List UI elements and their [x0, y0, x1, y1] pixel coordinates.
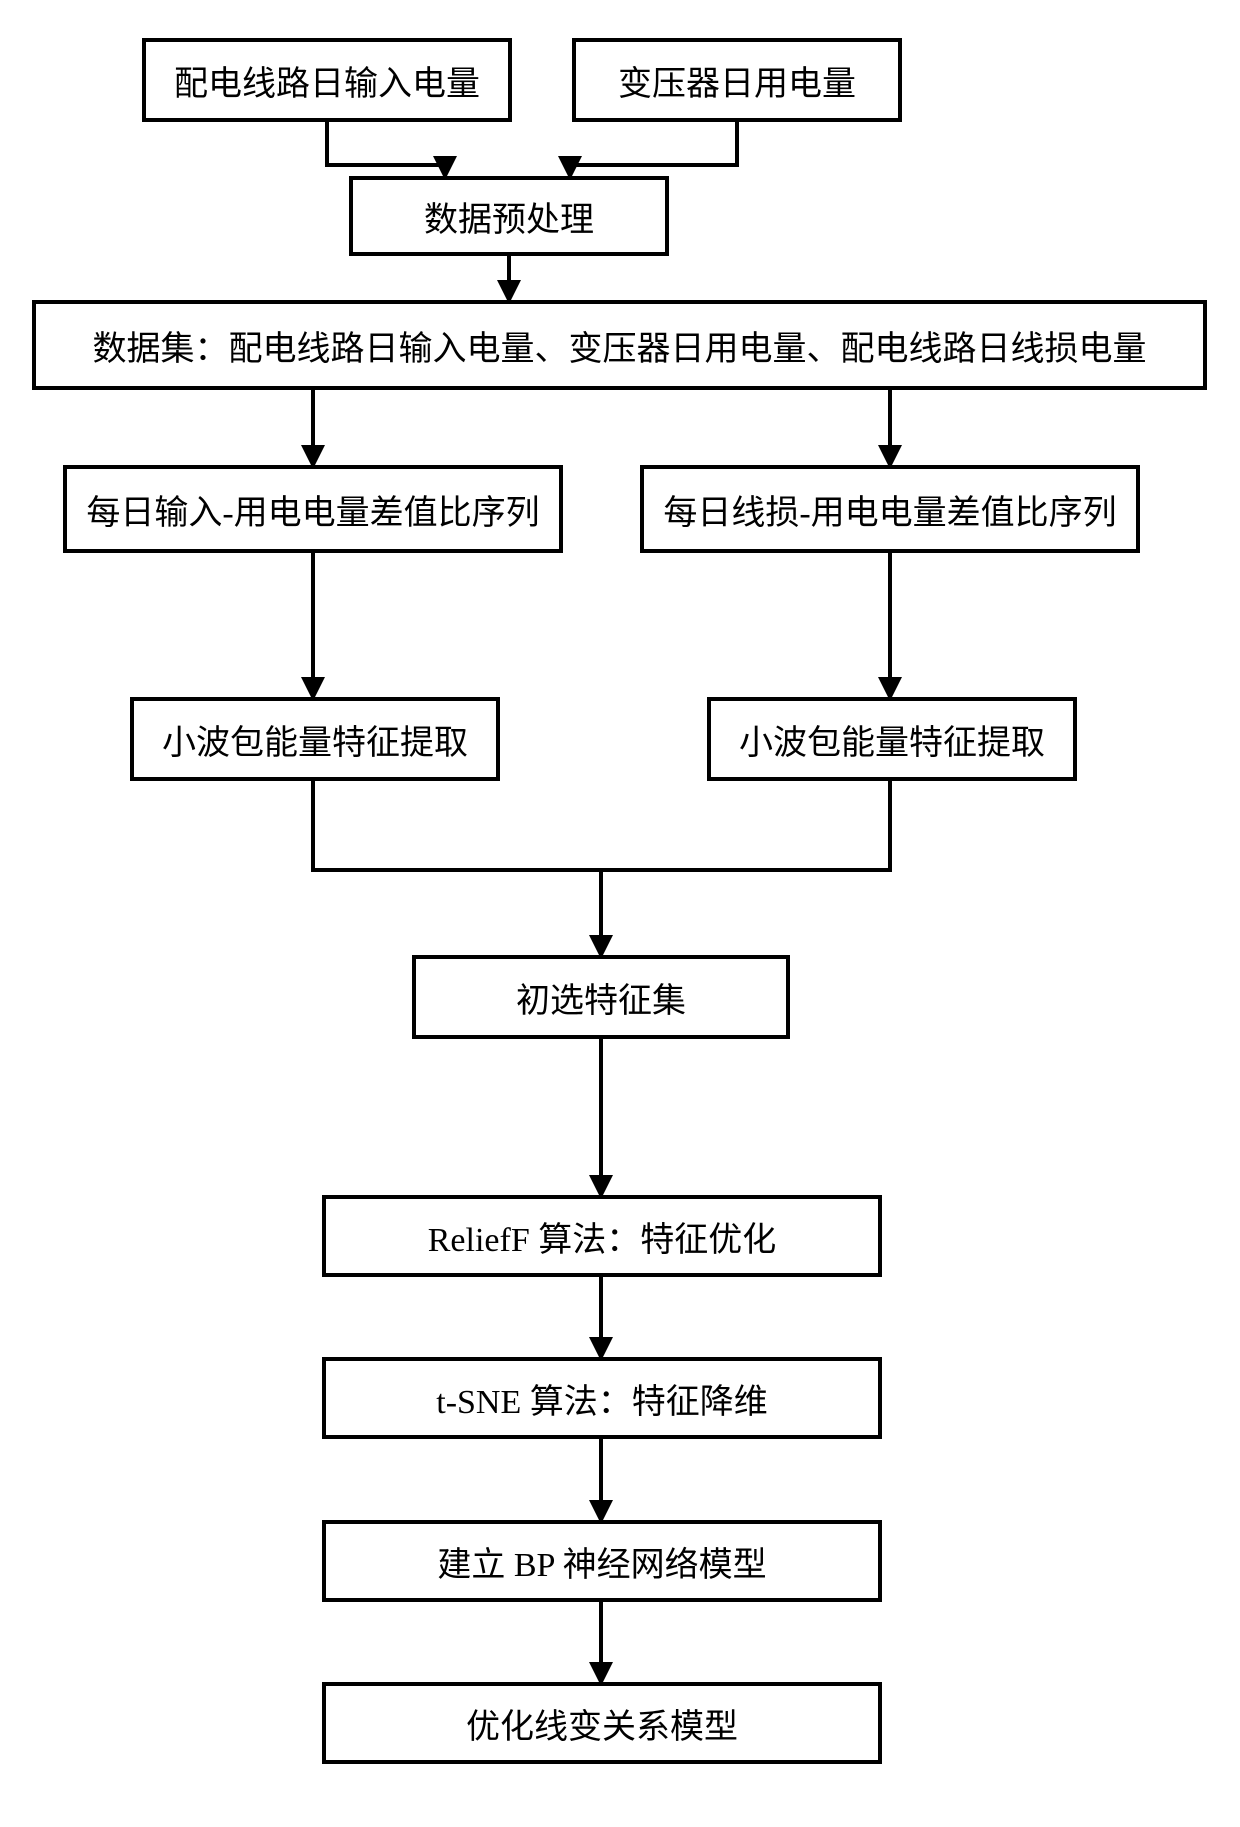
node-label: 初选特征集 — [516, 973, 686, 1022]
node-label: 数据预处理 — [424, 192, 594, 241]
flow-node-preproc: 数据预处理 — [349, 176, 669, 256]
flow-node-wav2: 小波包能量特征提取 — [707, 697, 1077, 781]
node-label: t-SNE 算法：特征降维 — [436, 1374, 768, 1423]
node-label: 每日线损-用电电量差值比序列 — [663, 485, 1116, 534]
flow-node-wav1: 小波包能量特征提取 — [130, 697, 500, 781]
node-label: 小波包能量特征提取 — [162, 715, 468, 764]
flow-node-input1: 配电线路日输入电量 — [142, 38, 512, 122]
node-label: 小波包能量特征提取 — [739, 715, 1045, 764]
node-label: 配电线路日输入电量 — [174, 56, 480, 105]
flow-node-seq1: 每日输入-用电电量差值比序列 — [63, 465, 563, 553]
flow-node-tsne: t-SNE 算法：特征降维 — [322, 1357, 882, 1439]
flow-node-opt: 优化线变关系模型 — [322, 1682, 882, 1764]
node-label: ReliefF 算法：特征优化 — [428, 1212, 776, 1261]
node-label: 建立 BP 神经网络模型 — [437, 1537, 766, 1586]
node-label: 数据集：配电线路日输入电量、变压器日用电量、配电线路日线损电量 — [93, 321, 1147, 370]
flow-node-dataset: 数据集：配电线路日输入电量、变压器日用电量、配电线路日线损电量 — [32, 300, 1207, 390]
flow-node-seq2: 每日线损-用电电量差值比序列 — [640, 465, 1140, 553]
flow-node-relief: ReliefF 算法：特征优化 — [322, 1195, 882, 1277]
node-label: 优化线变关系模型 — [466, 1699, 738, 1748]
flow-node-input2: 变压器日用电量 — [572, 38, 902, 122]
node-label: 变压器日用电量 — [618, 56, 856, 105]
node-label: 每日输入-用电电量差值比序列 — [86, 485, 539, 534]
flow-node-bp: 建立 BP 神经网络模型 — [322, 1520, 882, 1602]
flow-node-initfeat: 初选特征集 — [412, 955, 790, 1039]
